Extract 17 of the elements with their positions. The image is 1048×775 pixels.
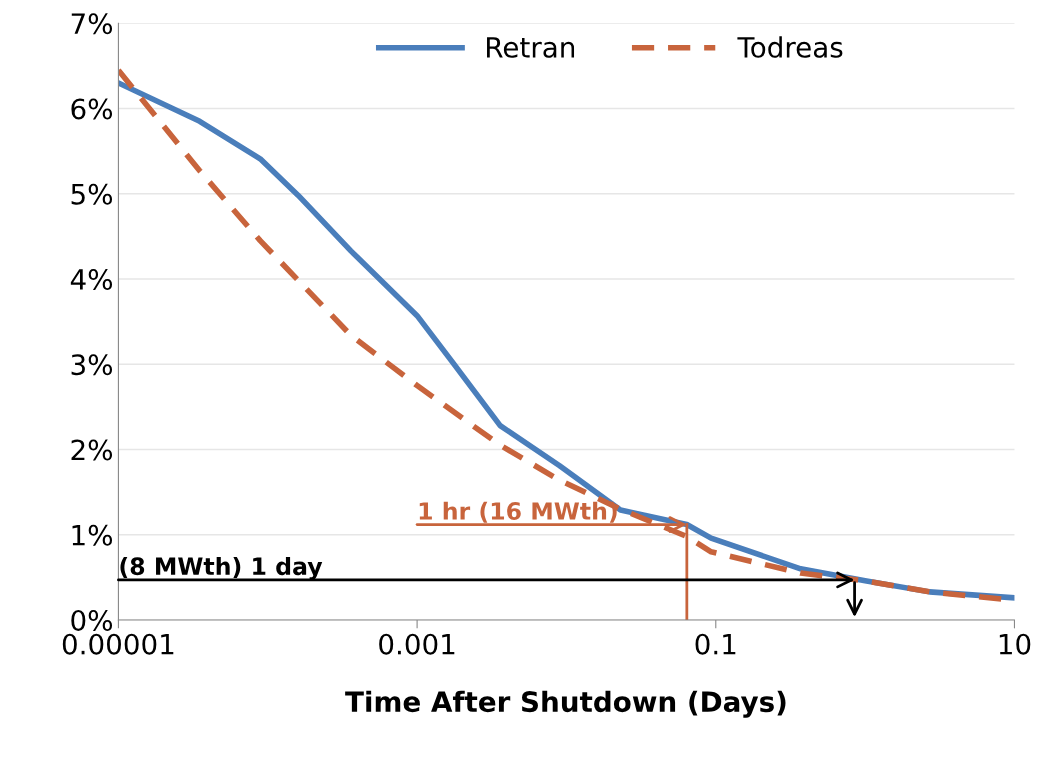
annotation: 1 hr (16 MWth) <box>419 501 617 523</box>
x-axis-title: Time After Shutdown (Days) <box>345 690 786 718</box>
y-tick-label: 2% <box>71 439 113 461</box>
legend-label: Todreas <box>737 36 843 58</box>
y-tick-label: 1% <box>72 524 113 546</box>
x-tick-label: 0.1 <box>695 633 736 655</box>
y-tick-label: 5% <box>71 183 113 205</box>
x-tick-label: 0.001 <box>379 633 455 655</box>
y-tick-label: 0% <box>71 609 113 631</box>
y-tick-label: 4% <box>70 268 113 290</box>
y-tick-label: 3% <box>71 354 113 376</box>
y-tick-label: 6% <box>71 98 113 120</box>
annotation: (8 MWth) 1 day <box>120 556 323 580</box>
x-tick-label: 0.00001 <box>62 633 174 655</box>
legend-label: Retran <box>487 37 575 58</box>
y-tick-label: 7% <box>71 13 113 35</box>
x-tick-label: 10 <box>999 633 1031 655</box>
